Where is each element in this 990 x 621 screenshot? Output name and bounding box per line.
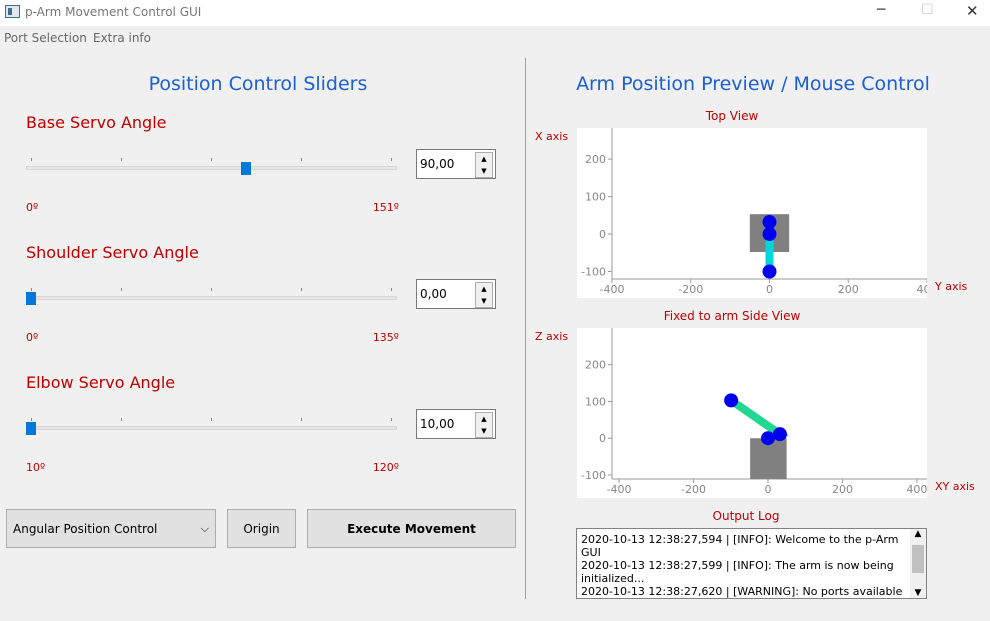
slider-tick	[31, 158, 32, 161]
arm-joint	[762, 264, 777, 279]
spinbox[interactable]: 10,00 ▲ ▼	[416, 409, 496, 439]
window-title: p-Arm Movement Control GUI	[25, 5, 202, 19]
spin-buttons: ▲ ▼	[475, 152, 493, 178]
slider-max-label: 135º	[372, 331, 399, 344]
spin-buttons: ▲ ▼	[475, 282, 493, 308]
slider-tick	[121, 288, 122, 291]
spinbox-value: 10,00	[420, 417, 455, 431]
y-axis-label: X axis	[535, 130, 569, 143]
maximize-button[interactable]: ☐	[921, 2, 934, 18]
arm-joint	[724, 393, 739, 408]
panel-title: Arm Position Preview / Mouse Control	[576, 73, 930, 95]
plot: -400 -200 0 200 400 -100 0 100 200	[577, 128, 927, 298]
slider-tick	[121, 418, 122, 421]
slider-handle[interactable]	[241, 162, 252, 175]
mode-combo[interactable]: Angular Position Control ⌵	[6, 509, 216, 548]
scrollbar[interactable]: ▲ ▼	[910, 529, 926, 598]
slider-tick	[391, 158, 392, 161]
log-line: 2020-10-13 12:38:27,594 | [INFO]: Welcom…	[581, 533, 899, 559]
log-lines: 2020-10-13 12:38:27,594 | [INFO]: Welcom…	[581, 533, 906, 598]
x-tick-label: 0	[766, 283, 773, 296]
chart-title: Top View	[705, 109, 759, 123]
slider-tick	[301, 288, 302, 291]
slider-handle[interactable]	[26, 292, 36, 305]
menu-item[interactable]: Extra info	[93, 31, 151, 45]
slider-min-label: 0º	[26, 331, 39, 344]
arm-joint	[761, 431, 776, 446]
y-tick-label: 200	[585, 153, 606, 166]
spinbox-value: 0,00	[420, 287, 447, 301]
arm-link	[728, 397, 789, 443]
log-line: 2020-10-13 12:38:27,620 | [WARNING]: No …	[581, 585, 903, 598]
slider-label: Shoulder Servo Angle	[26, 243, 199, 262]
slider-tick	[391, 418, 392, 421]
slider-tick	[31, 418, 32, 421]
origin-button[interactable]: Origin	[227, 509, 296, 548]
spinbox[interactable]: 90,00 ▲ ▼	[416, 149, 496, 179]
spin-buttons: ▲ ▼	[475, 412, 493, 438]
slider-tick	[211, 288, 212, 291]
slider-tick	[301, 418, 302, 421]
y-axis-label: Z axis	[535, 330, 569, 343]
close-button[interactable]: ✕	[966, 2, 979, 20]
slider-tick	[121, 158, 122, 161]
x-axis-label: Y axis	[935, 280, 968, 293]
slider-handle[interactable]	[26, 422, 36, 435]
slider-track	[26, 296, 397, 300]
x-tick-label: 400	[917, 283, 928, 296]
y-tick-label: 200	[585, 359, 606, 372]
slider-tick	[31, 288, 32, 291]
x-tick-label: -400	[607, 483, 632, 496]
x-tick-label: -200	[678, 283, 703, 296]
log-line: 2020-10-13 12:38:27,599 | [INFO]: The ar…	[581, 559, 894, 585]
mode-text: Angular Position Control	[13, 521, 158, 536]
slider-max-label: 151º	[372, 201, 399, 214]
slider-tick	[391, 288, 392, 291]
slider-tick	[211, 158, 212, 161]
app-icon	[5, 5, 20, 18]
slider-min-label: 10º	[26, 461, 46, 474]
spinbox-value: 90,00	[420, 157, 455, 171]
minimize-button[interactable]: ─	[877, 2, 886, 18]
chart-title: Fixed to arm Side View	[663, 309, 801, 323]
slider-tick	[301, 158, 302, 161]
slider-tick	[211, 418, 212, 421]
arm-joint	[772, 427, 787, 442]
x-tick-label: 200	[832, 483, 853, 496]
y-tick-label: -100	[581, 469, 606, 482]
spinbox[interactable]: 0,00 ▲ ▼	[416, 279, 496, 309]
slider-track	[26, 426, 397, 430]
divider	[525, 58, 526, 599]
execute-button[interactable]: Execute Movement	[307, 509, 516, 548]
title-bar	[0, 0, 990, 26]
x-axis-label: XY axis	[935, 480, 975, 493]
x-tick-label: -200	[681, 483, 706, 496]
arm-joint	[762, 227, 777, 242]
x-tick-label: 400	[906, 483, 927, 496]
log-box: 2020-10-13 12:38:27,594 | [INFO]: Welcom…	[576, 528, 927, 599]
panel-title: Position Control Sliders	[148, 73, 368, 95]
x-tick-label: 200	[838, 283, 859, 296]
menu-item[interactable]: Port Selection	[4, 31, 87, 45]
x-tick-label: 0	[765, 483, 772, 496]
x-tick-label: -400	[600, 283, 625, 296]
slider-track	[26, 166, 397, 170]
slider-min-label: 0º	[26, 201, 39, 214]
y-tick-label: 0	[599, 432, 606, 445]
arm-joint	[762, 215, 777, 230]
slider-label: Elbow Servo Angle	[26, 373, 176, 392]
slider-max-label: 120º	[372, 461, 399, 474]
plot: -400 -200 0 200 400 -100 0 100 200	[577, 328, 927, 498]
y-tick-label: 100	[585, 395, 606, 408]
y-tick-label: 100	[585, 191, 606, 204]
log-title: Output Log	[712, 509, 780, 523]
slider-label: Base Servo Angle	[26, 113, 167, 132]
y-tick-label: -100	[581, 266, 606, 279]
y-tick-label: 0	[599, 228, 606, 241]
